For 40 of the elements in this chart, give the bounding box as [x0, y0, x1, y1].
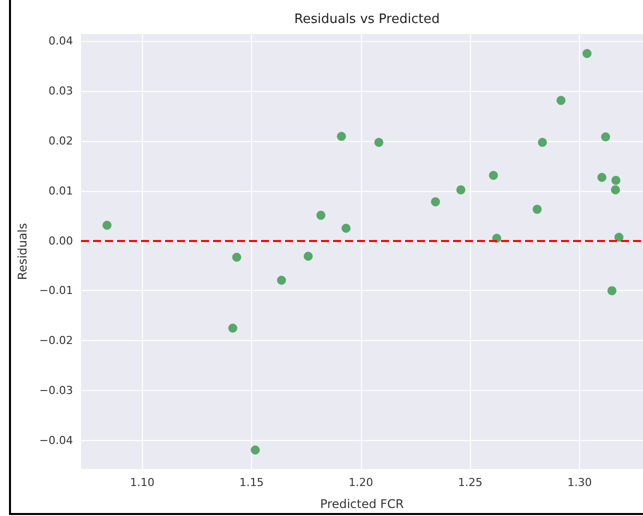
x-axis-title: Predicted FCR: [320, 497, 404, 511]
y-tick-label: 0.02: [48, 134, 73, 148]
point: [611, 176, 620, 185]
point: [538, 138, 547, 147]
point: [342, 224, 351, 233]
point: [607, 286, 616, 296]
point: [582, 48, 592, 58]
point: [336, 132, 346, 141]
point: [250, 446, 260, 455]
point: [102, 220, 112, 230]
point: [597, 172, 606, 182]
y-tick-label: −0.02: [39, 334, 73, 348]
point: [228, 324, 238, 333]
point: [614, 232, 624, 242]
point: [277, 276, 286, 285]
y-tick-label: −0.03: [39, 384, 73, 398]
y-tick-label: 0.00: [48, 234, 73, 248]
y-tick-label: 0.03: [48, 84, 73, 98]
point: [232, 252, 242, 262]
point: [304, 252, 313, 261]
point: [456, 185, 466, 194]
x-tick-label: 1.10: [130, 476, 154, 489]
point: [374, 138, 384, 147]
y-tick-label: −0.04: [39, 434, 73, 448]
x-tick-label: 1.20: [348, 476, 374, 489]
point: [430, 197, 440, 206]
point: [610, 185, 620, 194]
chart-title: Residuals vs Predicted: [294, 12, 440, 27]
x-tick-label: 1.15: [239, 476, 264, 489]
point: [532, 204, 542, 214]
y-tick-label: 0.01: [48, 184, 73, 198]
x-tick-label: 1.30: [567, 476, 592, 489]
point: [601, 132, 610, 142]
y-tick-label: −0.01: [39, 284, 73, 298]
point: [488, 170, 498, 180]
x-tick-label: 1.25: [458, 476, 482, 489]
y-axis-title: Residuals: [15, 223, 30, 280]
point: [556, 96, 566, 105]
y-tick-label: 0.04: [48, 34, 73, 48]
point: [316, 210, 326, 220]
